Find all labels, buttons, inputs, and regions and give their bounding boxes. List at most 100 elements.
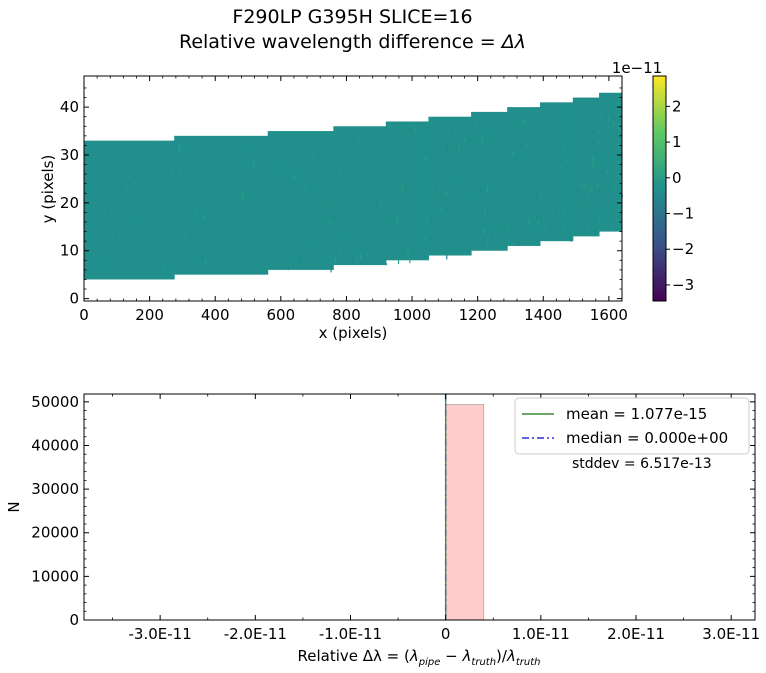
heatmap-noise-speck <box>215 141 217 145</box>
histogram-x-tick-label: -3.0E-11 <box>129 625 192 643</box>
heatmap-noise-speck <box>597 183 599 190</box>
heatmap-noise-speck <box>195 212 197 215</box>
heatmap-noise-speck <box>586 125 588 130</box>
xlabel-sub-truth-1: truth <box>471 657 496 668</box>
heatmap-noise-speck <box>485 133 487 137</box>
heatmap-noise-speck <box>447 133 449 138</box>
histogram-legend: mean = 1.077e-15 median = 0.000e+00 <box>514 397 750 455</box>
histogram-x-tick-label: -1.0E-11 <box>319 625 382 643</box>
heatmap-step-10 <box>599 92 623 232</box>
histogram-axes-frame <box>83 393 756 621</box>
histogram-y-tick-label: 10000 <box>31 567 79 585</box>
heatmap-noise-speck <box>366 252 368 257</box>
heatmap-noise-speck <box>524 232 526 238</box>
heatmap-x-tick-label: 600 <box>267 306 296 324</box>
heatmap-noise-speck <box>592 163 594 168</box>
colorbar-tick-label: 1 <box>672 133 682 151</box>
heatmap-noise-speck <box>216 169 218 172</box>
histogram-panel: -3.0E-11 -2.0E-11 -1.0E-11 0 1.0E-11 2.0E-11 3… <box>5 393 760 668</box>
heatmap-noise-speck <box>465 173 467 178</box>
heatmap-noise-speck <box>401 185 404 191</box>
heatmap-noise-speck <box>606 170 608 175</box>
heatmap-noise-speck <box>458 146 460 152</box>
heatmap-noise-speck <box>106 262 108 266</box>
histogram-y-tick-label: 30000 <box>31 480 79 498</box>
heatmap-noise-speck <box>353 139 355 145</box>
heatmap-noise-speck <box>484 238 487 242</box>
colorbar-ticks: 2 1 0 −1 −2 −3 <box>666 97 694 294</box>
heatmap-noise-speck <box>476 156 478 161</box>
heatmap-step-8 <box>539 102 574 242</box>
heatmap-noise-speck <box>599 218 601 223</box>
heatmap-noise-speck <box>242 156 244 159</box>
heatmap-noise-speck <box>287 265 289 271</box>
heatmap-noise-speck <box>545 222 547 228</box>
heatmap-noise-speck <box>409 167 411 171</box>
heatmap-noise-speck <box>600 116 603 120</box>
xlabel-open-paren: ( <box>404 647 410 665</box>
heatmap-noise-speck <box>512 151 514 155</box>
heatmap-noise-speck <box>570 236 572 242</box>
heatmap-noise-speck <box>163 267 165 271</box>
heatmap-step-0 <box>84 140 175 280</box>
heatmap-noise-speck <box>440 207 442 211</box>
heatmap-noise-speck <box>220 216 222 220</box>
heatmap-noise-speck <box>111 194 114 197</box>
heatmap-noise-speck <box>452 130 454 133</box>
heatmap-x-tick-label: 1600 <box>590 306 628 324</box>
heatmap-noise-speck <box>302 226 304 229</box>
heatmap-noise-speck <box>606 109 608 114</box>
heatmap-noise-speck <box>587 195 589 199</box>
heatmap-noise-speck <box>390 179 392 185</box>
heatmap-step-2 <box>267 131 334 270</box>
heatmap-noise-speck <box>98 266 100 271</box>
heatmap-noise-speck <box>590 186 592 192</box>
heatmap-noise-speck <box>203 214 205 221</box>
heatmap-noise-speck <box>528 218 530 225</box>
heatmap-panel: 0 200 400 600 800 1000 1200 1400 1600 010203040 … <box>39 75 628 342</box>
heatmap-noise-speck <box>204 260 207 265</box>
heatmap-noise-speck <box>97 181 100 187</box>
histogram-x-tick-label: -2.0E-11 <box>224 625 287 643</box>
colorbar-frame <box>652 75 667 302</box>
heatmap-noise-speck <box>619 199 621 203</box>
heatmap-step-4 <box>385 121 429 261</box>
heatmap-noise-speck <box>592 157 594 163</box>
heatmap-step-5 <box>428 116 472 256</box>
heatmap-noise-speck <box>430 216 432 221</box>
heatmap-noise-speck <box>397 178 399 181</box>
heatmap-noise-speck <box>509 176 511 180</box>
heatmap-y-ticks: 0 10 20 30 40 <box>60 87 622 308</box>
colorbar-tick-label: −2 <box>672 240 694 258</box>
heatmap-noise <box>96 102 623 273</box>
histogram-y-ticks: 0 10000 20000 30000 40000 50000 <box>31 393 755 629</box>
heatmap-noise-speck <box>439 199 441 204</box>
legend-median-label: median = 0.000e+00 <box>566 429 728 447</box>
heatmap-noise-speck <box>483 229 485 235</box>
heatmap-noise-speck <box>425 155 427 162</box>
histogram-x-tick-label: 3.0E-11 <box>702 625 760 643</box>
heatmap-noise-speck <box>329 236 332 242</box>
heatmap-noise-speck <box>474 194 476 198</box>
heatmap-noise-speck <box>127 215 130 218</box>
heatmap-noise-speck <box>520 141 522 147</box>
histogram-y-axis-label: N <box>5 501 23 512</box>
heatmap-noise-speck <box>535 196 537 202</box>
xlabel-lambda-1: λ <box>409 647 419 665</box>
histogram-y-tick-label: 0 <box>69 611 79 629</box>
heatmap-noise-speck <box>487 238 489 245</box>
heatmap-noise-speck <box>241 192 244 199</box>
heatmap-noise-speck <box>470 167 472 173</box>
heatmap-x-axis-label: x (pixels) <box>319 324 388 342</box>
heatmap-noise-speck <box>445 190 448 197</box>
figure-title-text: Relative wavelength difference = <box>178 31 502 53</box>
heatmap-noise-speck <box>618 127 620 133</box>
heatmap-noise-speck <box>346 231 348 235</box>
heatmap-noise-speck <box>556 209 558 214</box>
histogram-x-tick-label: 1.0E-11 <box>512 625 570 643</box>
heatmap-step-9 <box>572 97 600 237</box>
heatmap-noise-speck <box>481 138 483 144</box>
heatmap-noise-speck <box>421 197 423 202</box>
heatmap-noise-speck <box>339 248 342 252</box>
